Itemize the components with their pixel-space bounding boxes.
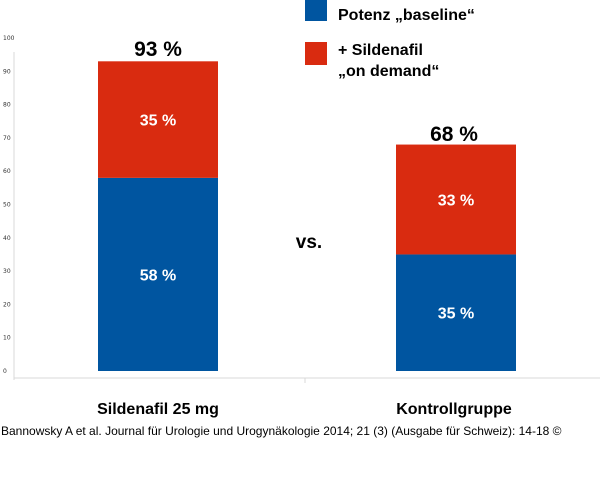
legend: Potenz „baseline“ + Sildenafil „on demand“ <box>305 0 475 80</box>
bar-labels: 58 % 35 % 93 % Sildenafil 25 mg 35 % 33 % 68 %… <box>97 38 512 418</box>
bar-value-label: 58 % <box>140 267 176 284</box>
legend-swatch <box>305 0 327 21</box>
y-tick-label: 80 <box>3 102 11 109</box>
y-tick-label: 50 <box>3 202 11 209</box>
bar-value-label: 35 % <box>140 113 176 130</box>
y-tick-label: 30 <box>3 268 11 275</box>
y-tick-label: 0 <box>3 368 7 375</box>
y-tick-label: 20 <box>3 301 11 308</box>
bar-segment <box>396 144 516 255</box>
y-tick-label: 40 <box>3 235 11 242</box>
bar-segment <box>396 254 516 371</box>
legend-label: + Sildenafil <box>338 42 423 59</box>
y-tick-label: 100 <box>3 35 15 42</box>
bar-total-label: 68 % <box>430 123 478 146</box>
legend-label: Potenz „baseline“ <box>338 7 475 24</box>
legend-label: „on demand“ <box>338 63 439 80</box>
category-label: Sildenafil 25 mg <box>97 401 219 418</box>
y-tick-label: 70 <box>3 135 11 142</box>
y-axis: 0 10 20 30 40 50 60 70 80 90 100 <box>3 35 600 383</box>
y-tick-label: 90 <box>3 68 11 75</box>
bar-total-label: 93 % <box>134 38 182 61</box>
bar-value-label: 33 % <box>438 193 474 210</box>
source-citation: Bannowsky A et al. Journal für Urologie … <box>1 424 562 438</box>
bar-segment <box>98 177 218 371</box>
bars <box>98 61 516 371</box>
y-tick-label: 60 <box>3 168 11 175</box>
bar-value-label: 35 % <box>438 306 474 323</box>
category-label: Kontrollgruppe <box>396 401 512 418</box>
y-tick-label: 10 <box>3 335 11 342</box>
bar-segment <box>98 61 218 178</box>
legend-swatch <box>305 42 327 65</box>
vs-annotation: vs. <box>296 232 322 253</box>
